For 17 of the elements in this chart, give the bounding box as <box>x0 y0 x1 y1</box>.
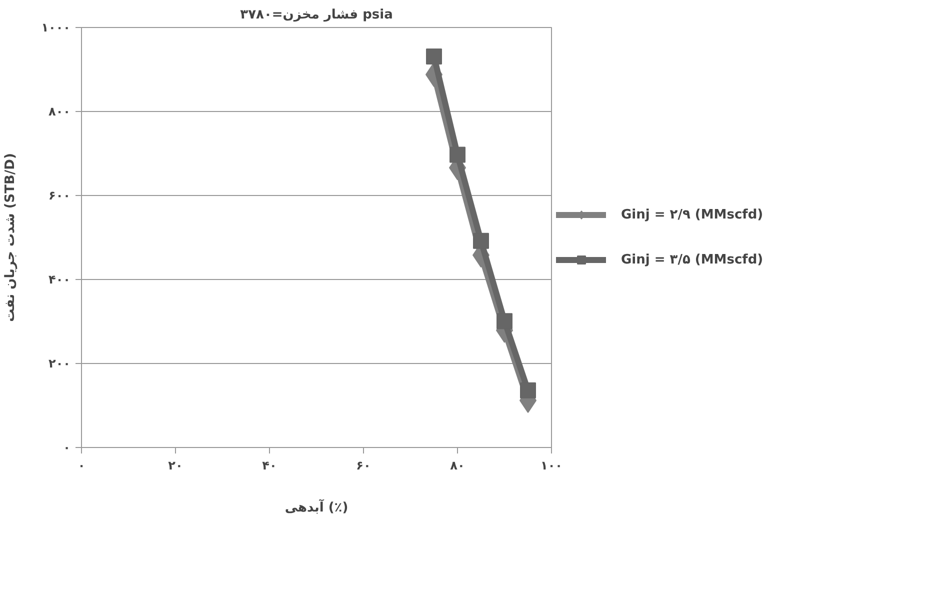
x-axis-title: آبدهی (٪) <box>284 498 348 516</box>
y-tick-label: ۸۰۰ <box>48 104 71 118</box>
x-tick-label: ۴۰ <box>262 458 277 472</box>
chart-title: فشار مخزن=۳۷۸۰ psia <box>240 8 393 22</box>
y-tick-label: ۲۰۰ <box>48 356 71 370</box>
y-tick-label: ۴۰۰ <box>48 272 71 286</box>
x-tick-label: ۱۰۰ <box>540 458 562 472</box>
x-tick-label: ۲۰ <box>168 458 183 472</box>
y-axis-title: شدت جریان نفت (STB/D) <box>3 153 18 322</box>
legend-label: Ginj = ۳/۵ (MMscfd) <box>621 252 764 267</box>
legend-label: Ginj = ۲/۹ (MMscfd) <box>621 207 764 222</box>
x-tick-label: ۶۰ <box>356 458 371 472</box>
y-tick-label: ۶۰۰ <box>48 188 71 202</box>
x-tick-label: ۰ <box>78 458 86 472</box>
y-tick-label: ۰ <box>63 440 71 454</box>
y-tick-label: ۱۰۰۰ <box>41 20 70 34</box>
x-tick-label: ۸۰ <box>450 458 465 472</box>
